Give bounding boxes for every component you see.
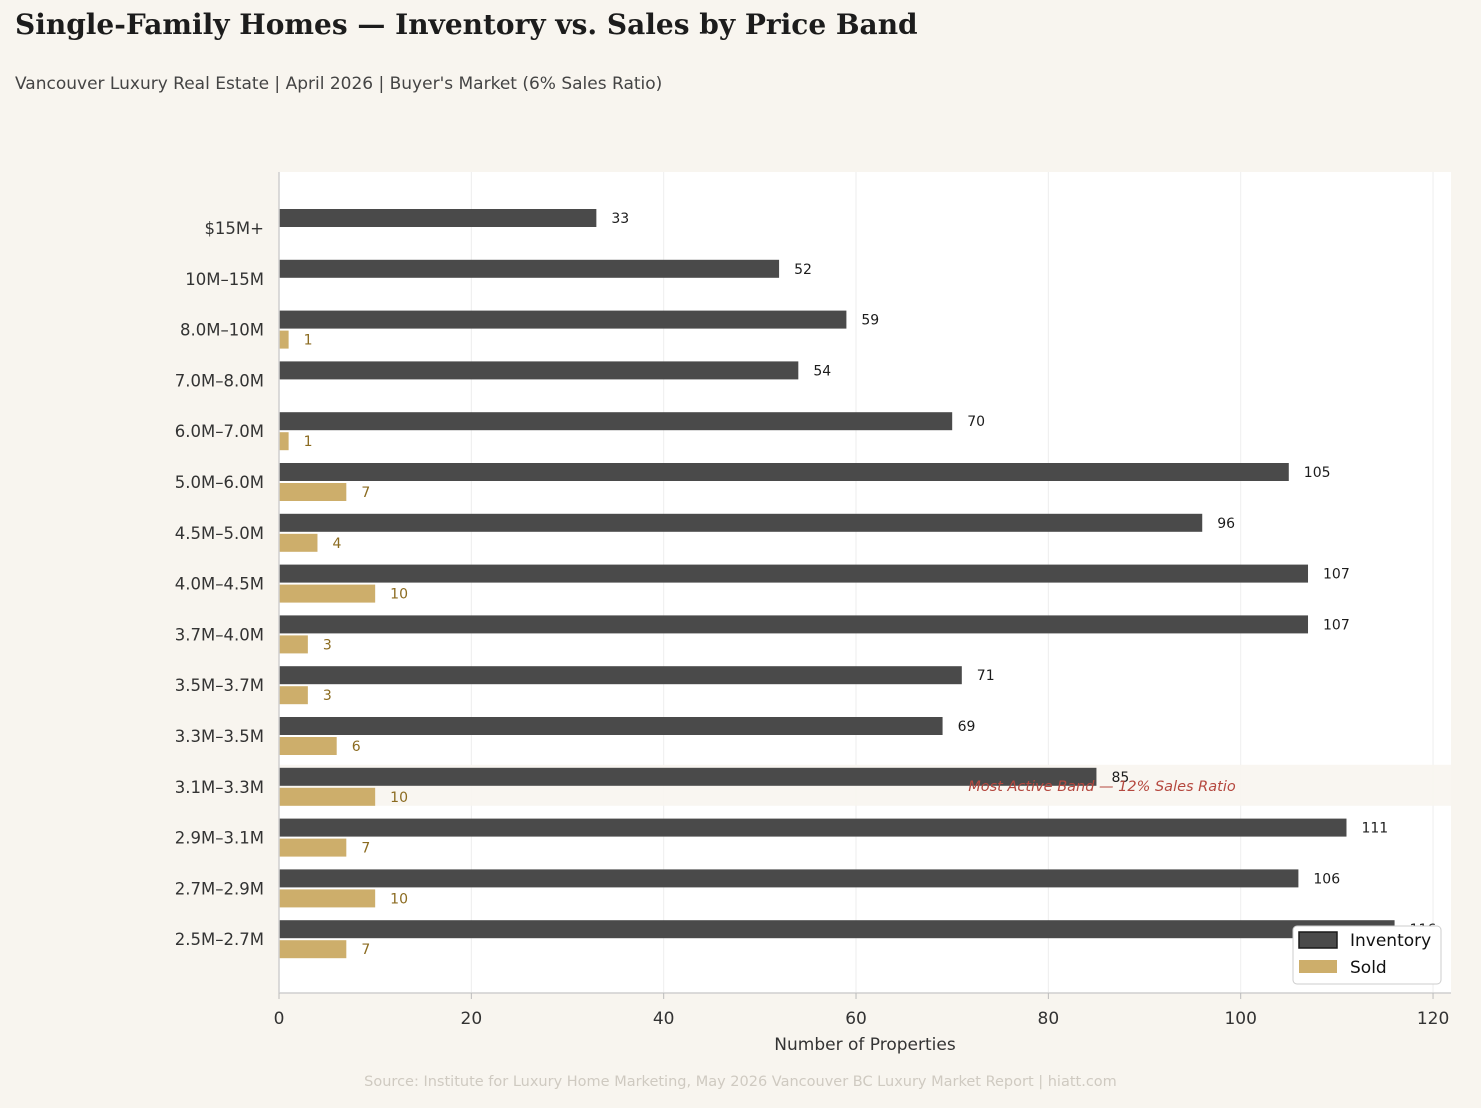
source-note: Source: Institute for Luxury Home Market… bbox=[364, 1074, 1117, 1090]
bar-sold bbox=[279, 737, 337, 755]
y-tick-label: 5.0M–6.0M bbox=[175, 473, 264, 492]
highlight-annotation: Most Active Band — 12% Sales Ratio bbox=[968, 779, 1236, 795]
legend-swatch-sold bbox=[1299, 960, 1337, 973]
value-label-sold: 1 bbox=[304, 434, 313, 450]
y-tick-label: 3.7M–4.0M bbox=[175, 625, 264, 644]
bar-sold bbox=[279, 889, 376, 908]
bar-inventory bbox=[279, 615, 1309, 634]
value-label-inventory: 69 bbox=[958, 719, 976, 735]
value-label-sold: 7 bbox=[361, 942, 370, 958]
bar-inventory bbox=[279, 412, 953, 431]
value-label-sold: 10 bbox=[390, 891, 408, 907]
bars bbox=[279, 209, 1395, 959]
x-tick-label: 0 bbox=[274, 1009, 285, 1029]
value-label-inventory: 85 bbox=[1111, 770, 1129, 786]
x-axis-title: Number of Properties bbox=[774, 1035, 956, 1055]
y-tick-label: 10M–15M bbox=[185, 270, 264, 289]
x-tick-label: 100 bbox=[1224, 1009, 1256, 1029]
bar-sold bbox=[279, 940, 347, 959]
value-label-inventory: 59 bbox=[861, 313, 879, 329]
bar-sold bbox=[279, 432, 289, 451]
value-label-sold: 7 bbox=[361, 841, 370, 857]
x-tick-label: 80 bbox=[1038, 1009, 1060, 1029]
y-tick-label: 3.3M–3.5M bbox=[175, 727, 264, 746]
y-tick-label: 8.0M–10M bbox=[180, 321, 264, 340]
bar-inventory bbox=[279, 361, 799, 380]
bar-sold bbox=[279, 584, 376, 603]
y-tick-label: 4.0M–4.5M bbox=[175, 575, 264, 594]
bar-sold bbox=[279, 533, 318, 552]
value-label-inventory: 105 bbox=[1304, 465, 1331, 481]
x-tick-label: 20 bbox=[461, 1009, 483, 1029]
y-tick-label: $15M+ bbox=[204, 219, 264, 238]
value-label-sold: 4 bbox=[332, 536, 341, 552]
x-tick-label: 60 bbox=[845, 1009, 867, 1029]
bar-inventory bbox=[279, 666, 962, 685]
bar-inventory bbox=[279, 310, 847, 329]
value-label-sold: 1 bbox=[304, 333, 313, 349]
bar-inventory bbox=[279, 259, 780, 278]
bar-inventory bbox=[279, 513, 1203, 532]
value-label-sold: 7 bbox=[361, 485, 370, 501]
bar-sold bbox=[279, 686, 308, 705]
y-tick-label: 2.9M–3.1M bbox=[175, 829, 264, 848]
legend: Inventory Sold bbox=[1292, 925, 1442, 985]
bar-sold bbox=[279, 483, 347, 501]
y-tick-label: 2.7M–2.9M bbox=[175, 879, 264, 898]
bar-inventory bbox=[279, 564, 1309, 583]
value-label-inventory: 107 bbox=[1323, 567, 1350, 583]
value-label-inventory: 96 bbox=[1217, 516, 1235, 532]
x-tick-label: 120 bbox=[1417, 1009, 1449, 1029]
value-label-sold: 3 bbox=[323, 637, 332, 653]
value-label-sold: 3 bbox=[323, 688, 332, 704]
bar-inventory bbox=[279, 463, 1289, 481]
y-tick-label: 3.5M–3.7M bbox=[175, 676, 264, 695]
value-labels: 3352591547011057964107101073713696851011… bbox=[304, 211, 1437, 958]
bar-inventory bbox=[279, 767, 1097, 786]
value-label-inventory: 107 bbox=[1323, 617, 1350, 633]
axes: 0 20 40 60 80 100 120 $15M+ 10M–15M 8.0M–10M 7.0M–… bbox=[175, 172, 1451, 1029]
value-label-inventory: 54 bbox=[813, 363, 831, 379]
chart-title: Single-Family Homes — Inventory vs. Sale… bbox=[15, 8, 918, 41]
bar-sold bbox=[279, 330, 289, 349]
value-label-inventory: 33 bbox=[611, 211, 629, 227]
value-label-inventory: 106 bbox=[1313, 871, 1340, 887]
x-tick-label: 40 bbox=[653, 1009, 675, 1029]
bar-sold bbox=[279, 787, 376, 806]
value-label-inventory: 71 bbox=[977, 668, 995, 684]
value-label-sold: 6 bbox=[352, 739, 361, 755]
legend-label-inventory: Inventory bbox=[1350, 931, 1431, 951]
y-tick-label: 2.5M–2.7M bbox=[175, 930, 264, 949]
bar-inventory bbox=[279, 869, 1299, 888]
bar-sold bbox=[279, 838, 347, 857]
legend-swatch-inventory bbox=[1298, 931, 1338, 949]
y-tick-label: 6.0M–7.0M bbox=[175, 422, 264, 441]
value-label-inventory: 52 bbox=[794, 262, 812, 278]
value-label-sold: 10 bbox=[390, 587, 408, 603]
y-tick-label: 3.1M–3.3M bbox=[175, 778, 264, 797]
legend-label-sold: Sold bbox=[1350, 958, 1387, 978]
bar-inventory bbox=[279, 920, 1395, 939]
chart-subtitle: Vancouver Luxury Real Estate | April 202… bbox=[15, 74, 663, 94]
y-tick-label: 4.5M–5.0M bbox=[175, 524, 264, 543]
y-tick-label: 7.0M–8.0M bbox=[175, 371, 264, 390]
bar-inventory bbox=[279, 717, 943, 735]
value-label-inventory: 70 bbox=[967, 414, 985, 430]
bar-sold bbox=[279, 635, 308, 654]
bar-inventory bbox=[279, 209, 597, 227]
value-label-sold: 10 bbox=[390, 790, 408, 806]
bar-inventory bbox=[279, 818, 1347, 837]
value-label-inventory: 111 bbox=[1361, 821, 1388, 837]
